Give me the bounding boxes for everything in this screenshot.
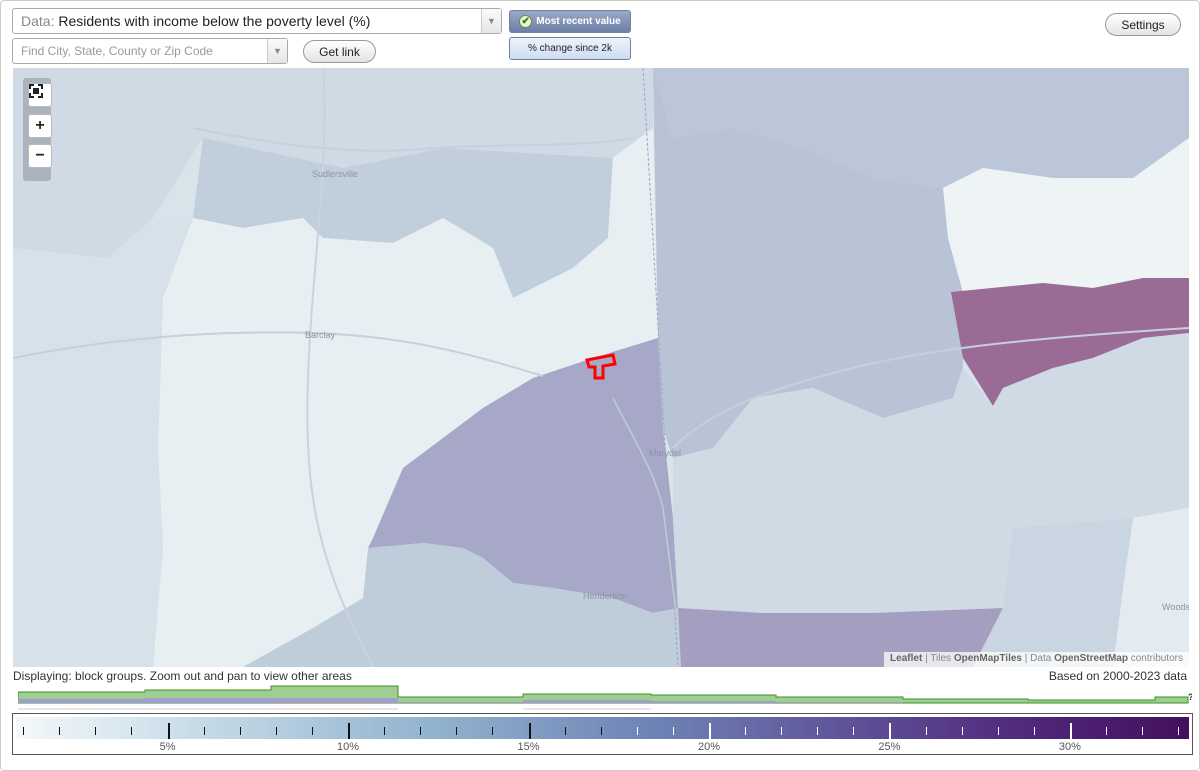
get-link-button[interactable]: Get link (303, 40, 376, 63)
legend-minor-tick (600, 727, 602, 735)
legend-minor-tick (59, 727, 61, 735)
data-range-note: Based on 2000-2023 data (1048, 669, 1187, 683)
legend-minor-tick (1105, 727, 1107, 735)
legend-major-tick (528, 723, 531, 739)
legend-label: 25% (878, 741, 901, 753)
region-block[interactable] (943, 138, 1189, 293)
region-block[interactable] (193, 138, 613, 298)
legend-minor-tick (456, 727, 458, 735)
data-variable-select[interactable]: Data: Residents with income below the po… (12, 8, 502, 34)
legend-minor-tick (311, 727, 313, 735)
region-block[interactable] (673, 333, 1189, 613)
legend-minor-tick (384, 727, 386, 735)
legend-major-tick (167, 723, 170, 739)
region-block[interactable] (973, 518, 1133, 667)
legend-minor-tick (745, 727, 747, 735)
selected-area-outline[interactable] (585, 353, 617, 380)
place-label-sudlersville: Sudlersville (312, 169, 359, 179)
legend-minor-tick (95, 727, 97, 735)
legend-minor-tick (817, 727, 819, 735)
value-histogram: ? (18, 685, 1192, 710)
fullscreen-icon[interactable] (28, 83, 52, 107)
legend-minor-tick (23, 727, 25, 735)
place-label-marydel: Marydel (649, 448, 682, 458)
legend-minor-tick (1142, 727, 1144, 735)
road (612, 397, 679, 629)
legend-label: 10% (337, 741, 360, 753)
legend-minor-tick (961, 727, 963, 735)
map-canvas[interactable] (13, 68, 1189, 667)
zoom-in-button[interactable]: + (28, 114, 52, 138)
most-recent-label: Most recent value (536, 16, 621, 27)
road (13, 331, 544, 377)
place-label-woods: Woods (1162, 602, 1189, 612)
region-block[interactable] (243, 543, 681, 667)
legend-major-tick (348, 723, 351, 739)
legend-minor-tick (492, 727, 494, 735)
road (672, 327, 1189, 449)
legend-minor-tick (853, 727, 855, 735)
data-value: Residents with income below the poverty … (58, 13, 371, 29)
percent-change-toggle[interactable]: % change since 2k (509, 37, 631, 60)
chevron-down-icon[interactable]: ▼ (481, 9, 501, 33)
legend-label: 15% (517, 741, 540, 753)
legend-minor-tick (131, 727, 133, 735)
legend-minor-tick (275, 727, 277, 735)
chevron-down-icon[interactable]: ▼ (267, 39, 287, 63)
legend-minor-tick (420, 727, 422, 735)
region-block[interactable] (951, 278, 1189, 406)
legend-label: 20% (697, 741, 720, 753)
region-block[interactable] (653, 68, 1189, 188)
region-block[interactable] (368, 338, 678, 613)
most-recent-value-toggle[interactable]: ✔ Most recent value (509, 10, 631, 33)
openmaptiles-link[interactable]: OpenMapTiles (953, 653, 1022, 664)
region-block[interactable] (13, 68, 653, 258)
legend-minor-tick (636, 727, 638, 735)
legend-minor-tick (1178, 727, 1180, 735)
legend-major-tick (889, 723, 892, 739)
region-block[interactable] (1113, 508, 1189, 667)
leaflet-link[interactable]: Leaflet (890, 653, 923, 664)
legend-minor-tick (1033, 727, 1035, 735)
legend-label: 5% (159, 741, 176, 753)
location-search-input[interactable] (13, 39, 267, 63)
data-prefix: Data: (21, 13, 55, 29)
legend-major-tick (708, 723, 711, 739)
place-label-barclay: Barclay (305, 330, 336, 340)
legend-minor-tick (925, 727, 927, 735)
legend-minor-tick (239, 727, 241, 735)
location-search[interactable]: ▼ (12, 38, 288, 64)
state-boundary (642, 68, 679, 667)
color-legend: 5% 10% 15% 20% 25% 30% (12, 713, 1193, 755)
zoom-out-button[interactable]: − (28, 144, 52, 168)
checkmark-icon: ✔ (519, 15, 533, 28)
histogram-baseline (18, 698, 1028, 703)
legend-minor-tick (564, 727, 566, 735)
unknown-marker: ? (1188, 692, 1192, 702)
road (192, 127, 634, 152)
legend-major-tick (1069, 723, 1072, 739)
legend-label: 30% (1058, 741, 1081, 753)
map-attribution: Leaflet | Tiles OpenMapTiles | Data Open… (884, 652, 1189, 667)
choropleth-map[interactable]: Sudlersville Barclay Marydel Henderson W… (13, 68, 1189, 667)
place-label-henderson: Henderson (583, 591, 628, 601)
road (306, 68, 374, 667)
openstreetmap-link[interactable]: OpenStreetMap (1054, 653, 1128, 664)
legend-minor-tick (781, 727, 783, 735)
settings-button[interactable]: Settings (1105, 13, 1181, 36)
percent-change-label: % change since 2k (528, 43, 612, 54)
displaying-note: Displaying: block groups. Zoom out and p… (13, 669, 352, 683)
zoom-controls: + − (23, 78, 52, 181)
color-gradient-bar (16, 717, 1189, 739)
legend-minor-tick (672, 727, 674, 735)
legend-minor-tick (997, 727, 999, 735)
legend-minor-tick (203, 727, 205, 735)
region-block[interactable] (13, 218, 193, 667)
region-block[interactable] (153, 128, 658, 667)
